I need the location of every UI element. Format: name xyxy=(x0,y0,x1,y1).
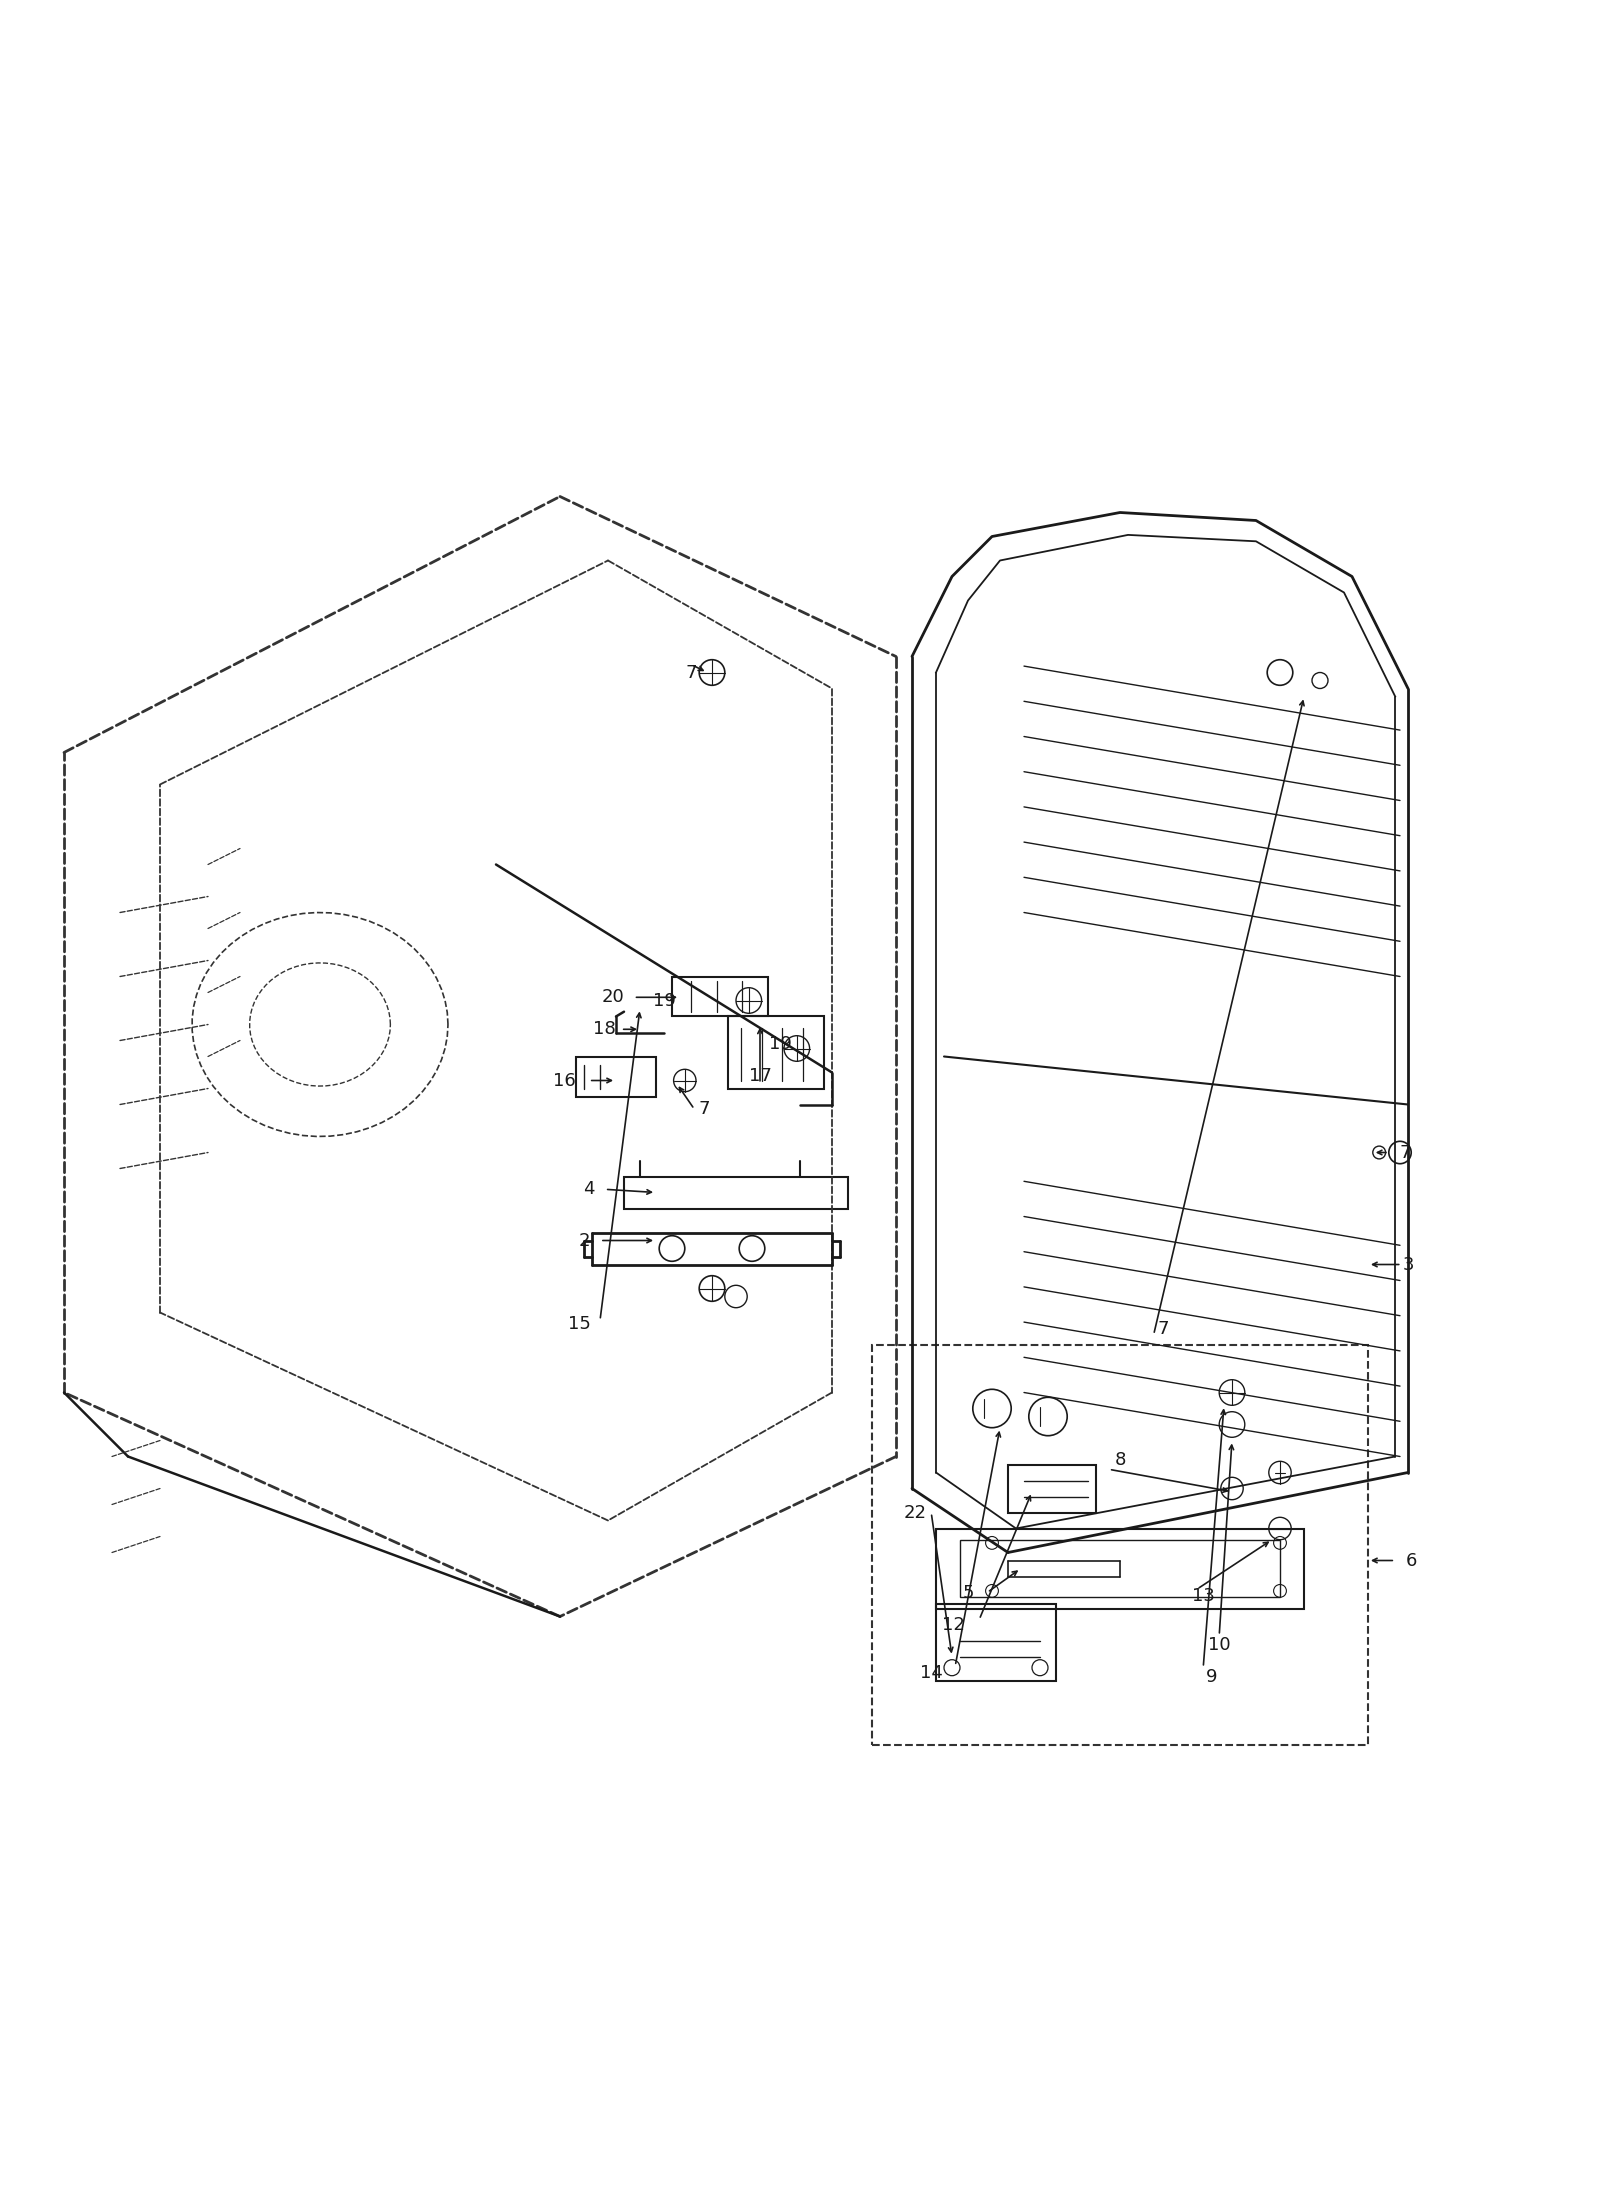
Text: 20: 20 xyxy=(602,987,624,1007)
Text: 18: 18 xyxy=(594,1021,616,1038)
Text: 3: 3 xyxy=(1402,1255,1414,1275)
Text: 19: 19 xyxy=(770,1034,792,1054)
Text: 14: 14 xyxy=(920,1663,942,1681)
Text: 17: 17 xyxy=(749,1067,771,1085)
Text: 5: 5 xyxy=(962,1584,974,1602)
Text: 16: 16 xyxy=(554,1071,576,1089)
Text: 13: 13 xyxy=(1192,1586,1214,1604)
Text: 7: 7 xyxy=(685,663,698,683)
Text: 19: 19 xyxy=(653,992,675,1010)
Text: 12: 12 xyxy=(942,1615,965,1632)
Text: 6: 6 xyxy=(1405,1551,1418,1571)
Text: 7: 7 xyxy=(698,1100,710,1118)
Text: 4: 4 xyxy=(582,1180,595,1197)
Text: 7: 7 xyxy=(1398,1144,1411,1162)
Text: 15: 15 xyxy=(568,1314,590,1332)
Text: 22: 22 xyxy=(904,1504,926,1522)
Text: 8: 8 xyxy=(1114,1451,1126,1469)
Text: 2: 2 xyxy=(578,1230,590,1250)
Text: 9: 9 xyxy=(1205,1668,1218,1685)
Bar xyxy=(872,1345,1368,1745)
Text: 10: 10 xyxy=(1208,1637,1230,1655)
Text: 7: 7 xyxy=(1157,1319,1170,1336)
